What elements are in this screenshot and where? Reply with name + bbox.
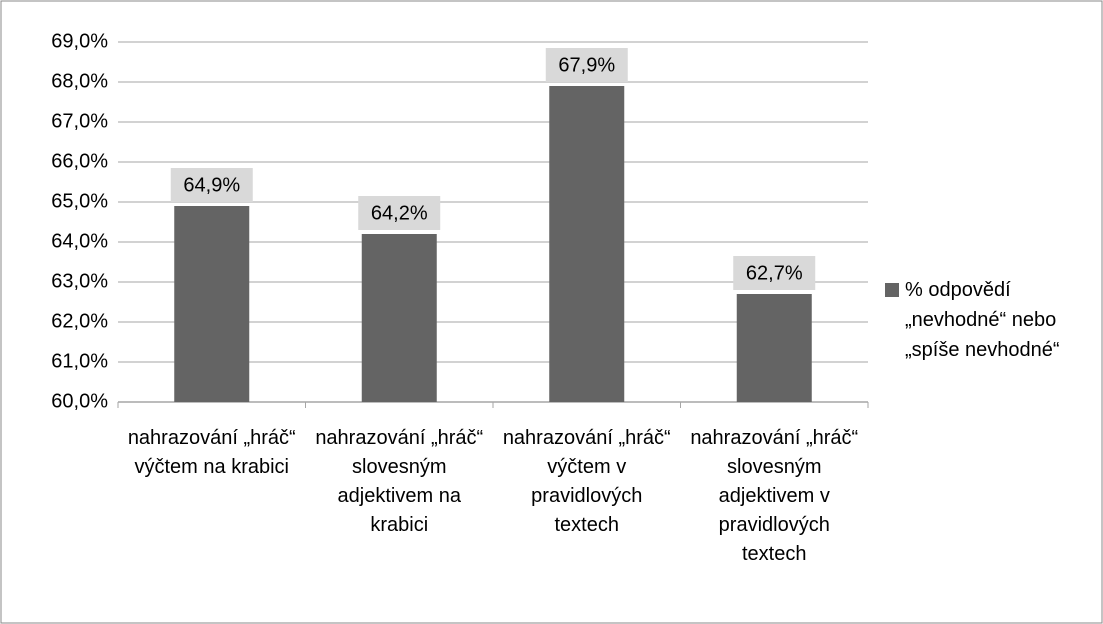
legend-swatch <box>885 283 899 297</box>
y-tick-label: 68,0% <box>51 70 108 92</box>
data-label-bg <box>170 168 253 202</box>
y-tick-label: 67,0% <box>51 110 108 132</box>
x-tick-label: nahrazování „hráč“ výčtem v pravidlových… <box>502 427 671 536</box>
bar <box>174 206 250 402</box>
y-tick-label: 63,0% <box>51 270 108 292</box>
data-label: 62,7% <box>746 262 803 284</box>
data-label: 64,2% <box>371 202 428 224</box>
data-label: 64,9% <box>183 174 240 196</box>
y-tick-label: 64,0% <box>51 230 108 252</box>
bar <box>736 294 812 402</box>
x-tick-label: nahrazování „hráč“ slovesným adjektivem … <box>690 427 859 565</box>
data-label-bg <box>545 48 628 82</box>
data-label-bg <box>358 196 441 230</box>
data-label-bg <box>733 256 816 290</box>
y-tick-label: 66,0% <box>51 150 108 172</box>
bar <box>361 234 437 402</box>
x-tick-label: nahrazování „hráč“ slovesným adjektivem … <box>315 427 484 536</box>
y-tick-label: 60,0% <box>51 390 108 412</box>
legend-label: % odpovědí „nevhodné“ nebo „spíše nevhod… <box>905 279 1060 361</box>
y-tick-label: 61,0% <box>51 350 108 372</box>
data-label: 67,9% <box>558 54 615 76</box>
bar <box>549 86 625 402</box>
y-tick-label: 65,0% <box>51 190 108 212</box>
y-tick-label: 62,0% <box>51 310 108 332</box>
x-tick-label: nahrazování „hráč“ výčtem na krabici <box>127 427 296 478</box>
y-tick-label: 69,0% <box>51 30 108 52</box>
